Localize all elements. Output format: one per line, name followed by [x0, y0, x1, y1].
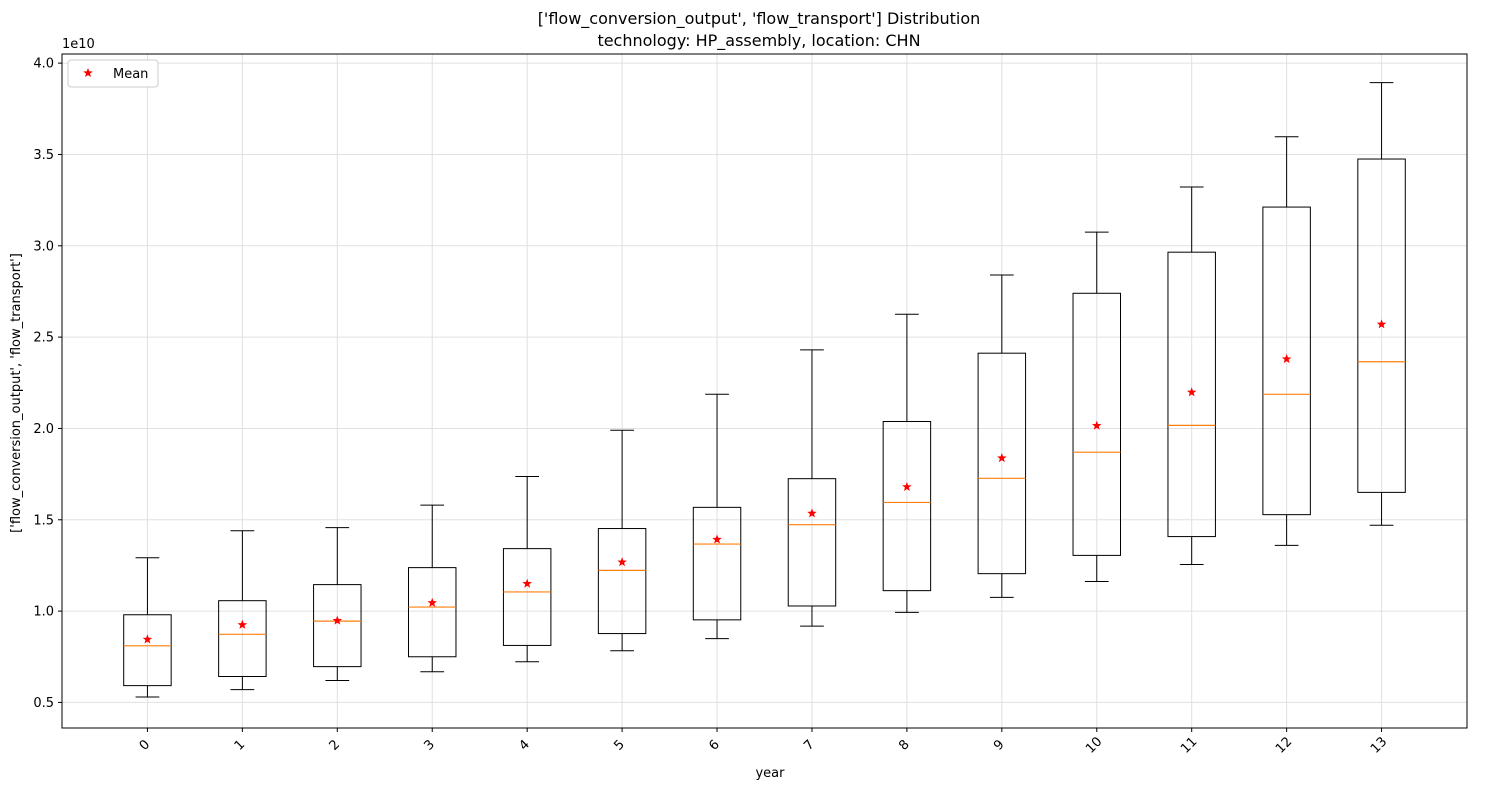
- x-tick-label: 13: [1368, 734, 1390, 756]
- iqr-box: [882, 421, 932, 592]
- mean-marker: [1092, 420, 1102, 430]
- y-tick-label: 2.0: [33, 422, 54, 437]
- box-12: [1262, 136, 1311, 546]
- y-axis-ticks: 0.5 1.0 1.5 2.0 2.5 3.0 3.5 4.0: [33, 57, 62, 711]
- chart-title: ['flow_conversion_output', 'flow_transpo…: [538, 9, 981, 29]
- x-axis-ticks: 0 1 2 3 4 5 6 7 8 9 10 11 12 13: [137, 728, 1390, 757]
- y-tick-label: 1.0: [33, 605, 54, 620]
- iqr-box: [408, 567, 457, 658]
- box-1: [218, 530, 267, 691]
- x-tick-label: 5: [611, 737, 627, 753]
- mean-marker: [902, 481, 912, 491]
- y-tick-label: 3.0: [33, 239, 54, 254]
- y-axis-label: ['flow_conversion_output', 'flow_transpo…: [9, 253, 24, 533]
- mean-marker: [237, 619, 248, 629]
- mean-marker: [522, 578, 532, 588]
- legend-entry-mean: Mean: [113, 67, 148, 82]
- x-tick-label: 3: [422, 737, 438, 753]
- mean-marker: [332, 615, 343, 625]
- y-axis-multiplier: 1e10: [62, 37, 95, 52]
- iqr-box: [502, 548, 552, 646]
- box-6: [692, 393, 742, 640]
- y-tick-label: 0.5: [33, 696, 54, 711]
- y-tick-label: 1.5: [33, 513, 54, 528]
- iqr-box: [123, 614, 172, 687]
- box-0: [123, 557, 172, 698]
- x-tick-label: 2: [327, 737, 343, 753]
- iqr-box: [218, 600, 267, 677]
- legend-marker-star-icon: [83, 68, 93, 78]
- plot-frame: [61, 53, 1468, 729]
- mean-marker: [142, 634, 153, 644]
- x-tick-label: 6: [706, 737, 722, 753]
- legend: Mean: [67, 59, 159, 88]
- x-tick-label: 12: [1273, 734, 1295, 756]
- box-8: [882, 313, 932, 613]
- iqr-box: [787, 478, 837, 607]
- x-tick-label: 4: [516, 737, 532, 753]
- box-7: [787, 349, 837, 627]
- iqr-box: [1262, 206, 1311, 516]
- iqr-box: [692, 506, 742, 621]
- iqr-box: [977, 352, 1027, 575]
- box-2: [313, 527, 362, 682]
- y-tick-label: 2.5: [33, 331, 54, 346]
- x-tick-label: 0: [137, 737, 153, 753]
- x-tick-label: 1: [232, 737, 248, 753]
- box-11: [1167, 186, 1216, 566]
- iqr-box: [1357, 158, 1406, 493]
- mean-markers: [142, 319, 1387, 644]
- y-tick-label: 3.5: [33, 148, 54, 163]
- iqr-box: [597, 528, 647, 635]
- chart-subtitle: technology: HP_assembly, location: CHN: [597, 31, 920, 51]
- mean-marker: [712, 534, 722, 544]
- box-13: [1357, 82, 1406, 526]
- y-tick-label: 4.0: [33, 57, 54, 72]
- x-tick-label: 9: [991, 737, 1007, 753]
- x-tick-label: 10: [1083, 734, 1105, 756]
- box-4: [502, 475, 552, 663]
- mean-marker: [617, 557, 627, 567]
- x-tick-label: 7: [801, 737, 817, 753]
- mean-marker: [1281, 354, 1292, 364]
- mean-marker: [427, 597, 437, 607]
- x-tick-label: 11: [1178, 734, 1200, 756]
- mean-marker: [807, 508, 817, 518]
- x-axis-label: year: [755, 766, 785, 781]
- iqr-box: [1167, 251, 1216, 538]
- boxes: [123, 82, 1406, 698]
- box-3: [408, 504, 457, 673]
- box-10: [1072, 231, 1121, 583]
- mean-marker: [997, 453, 1007, 463]
- iqr-box: [313, 584, 362, 668]
- mean-marker: [1186, 387, 1197, 397]
- box-5: [597, 429, 647, 652]
- x-tick-label: 8: [896, 737, 912, 753]
- mean-marker: [1376, 319, 1387, 329]
- iqr-box: [1072, 292, 1121, 556]
- grid: [62, 54, 1467, 728]
- legend-box: [67, 59, 159, 88]
- box-9: [977, 274, 1027, 598]
